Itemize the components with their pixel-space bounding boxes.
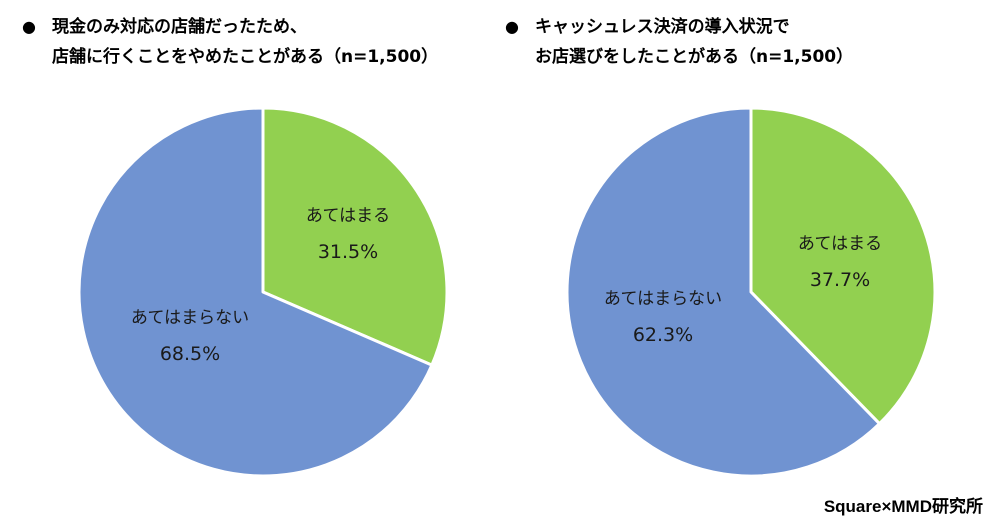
left-title-line-2: 店舗に行くことをやめたことがある（n=1,500） — [52, 47, 439, 67]
right-chart-title: ● キャッシュレス決済の導入状況で お店選びをしたことがある（n=1,500） — [505, 12, 853, 72]
pie-slice-not-applies — [565, 106, 881, 478]
source-credit: Square×MMD研究所 — [823, 497, 983, 516]
slice-label: あてはまらない — [131, 308, 249, 328]
slice-label: あてはまる — [306, 206, 390, 226]
slice-label: あてはまらない — [604, 289, 722, 309]
slice-value-label: 37.7% — [810, 269, 870, 291]
bullet-icon: ● — [505, 17, 519, 36]
pie-slice-applies — [749, 106, 937, 426]
left-chart-title: ● 現金のみ対応の店舗だったため、 店舗に行くことをやめたことがある（n=1,5… — [22, 12, 438, 72]
bullet-icon: ● — [22, 17, 36, 36]
pie-slice-applies — [261, 106, 449, 367]
pie-slice-not-applies — [77, 106, 434, 478]
right-title-line-1: キャッシュレス決済の導入状況で — [535, 17, 790, 37]
slice-label: あてはまる — [798, 234, 882, 254]
slice-value-label: 68.5% — [160, 343, 220, 365]
left-title-line-1: 現金のみ対応の店舗だったため、 — [52, 17, 307, 37]
slice-value-label: 62.3% — [633, 324, 693, 346]
pie-chart-1: あてはまる 31.5% あてはまらない 68.5% — [77, 106, 449, 478]
pie-chart-2: あてはまる 37.7% あてはまらない 62.3% — [565, 106, 937, 478]
slice-value-label: 31.5% — [318, 241, 378, 263]
right-title-line-2: お店選びをしたことがある（n=1,500） — [535, 47, 854, 67]
